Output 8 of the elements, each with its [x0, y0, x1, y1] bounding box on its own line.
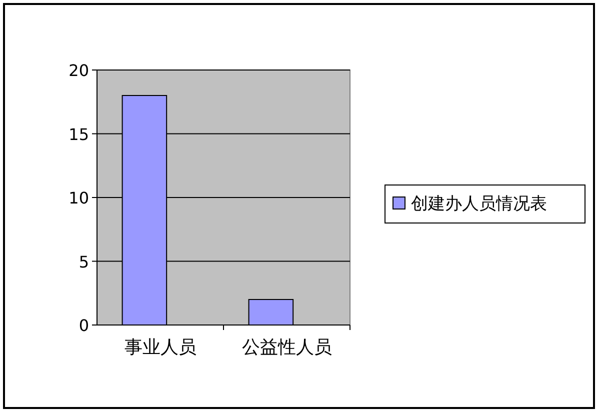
y-tick-label: 20 [68, 61, 89, 80]
y-tick-label: 0 [78, 316, 89, 335]
legend-label: 创建办人员情况表 [411, 194, 547, 214]
y-tick-label: 15 [68, 124, 89, 144]
y-tick-label: 10 [68, 188, 89, 208]
y-tick-label: 5 [78, 252, 89, 272]
x-tick-label: 事业人员 [124, 337, 196, 358]
x-tick-label: 公益性人员 [242, 337, 332, 358]
